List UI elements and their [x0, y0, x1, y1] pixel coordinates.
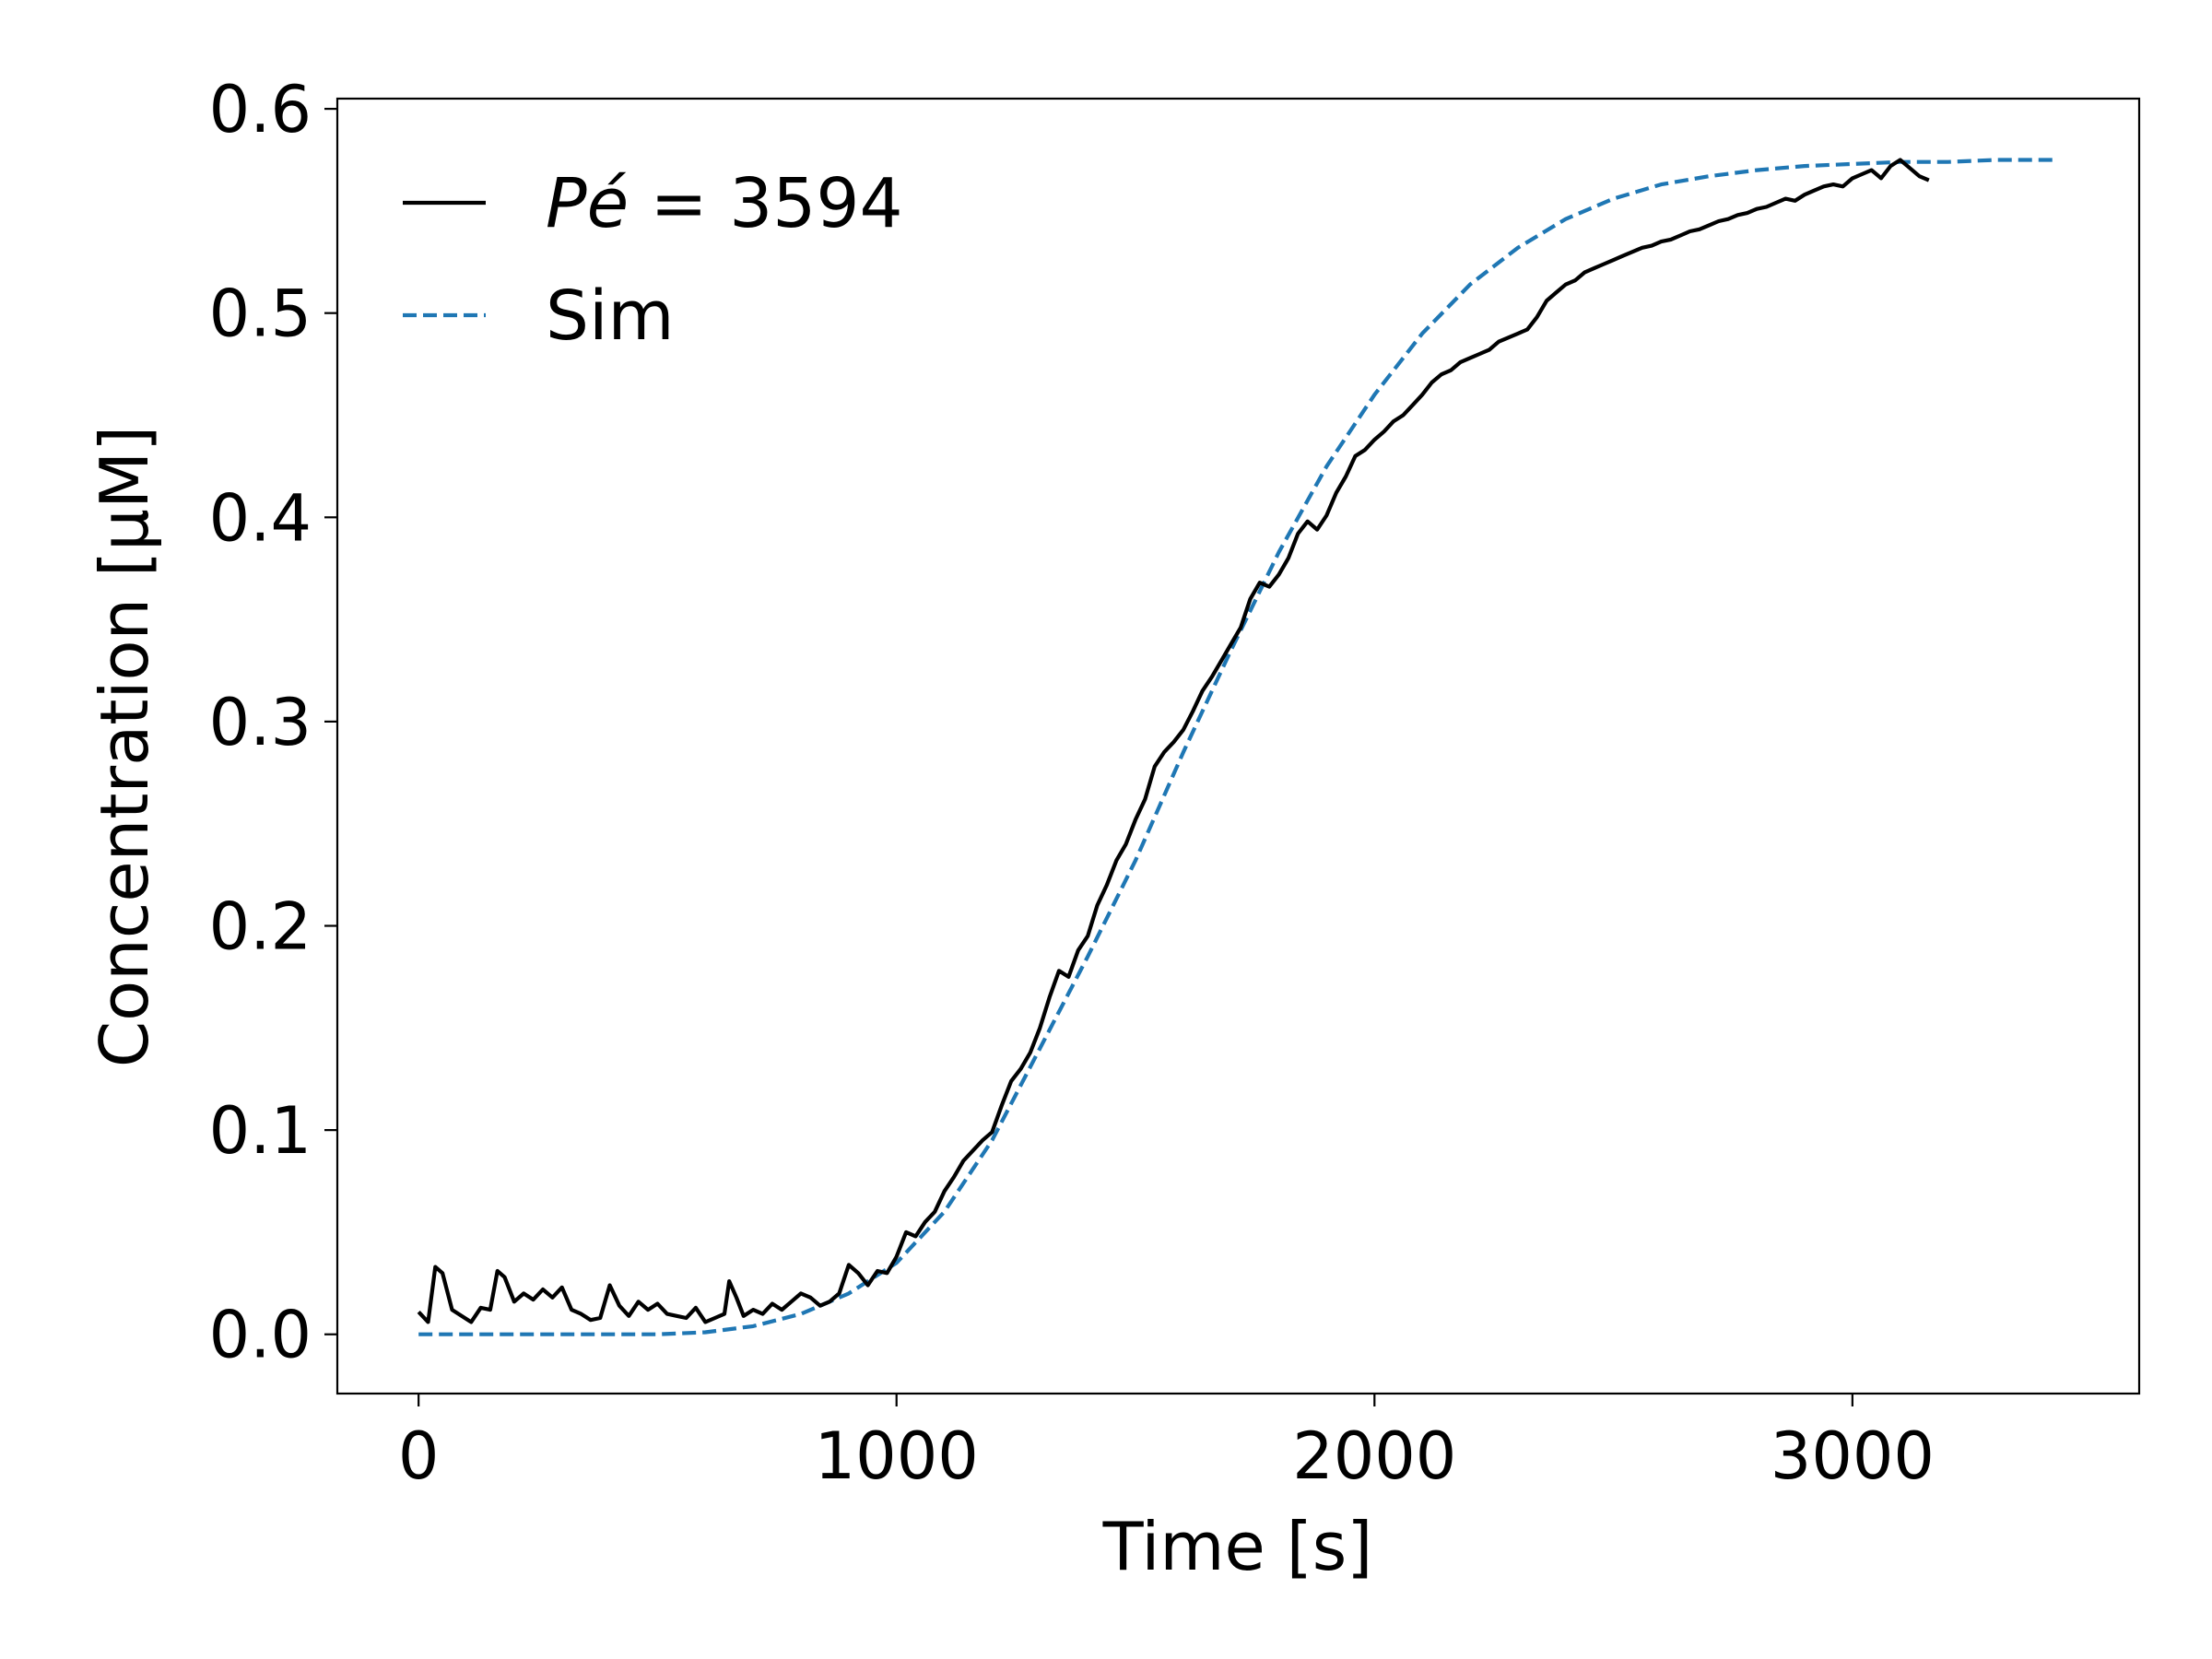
series-layer — [417, 158, 2053, 1336]
y-tick-label: 0.0 — [209, 1298, 312, 1373]
y-tick-label: 0.1 — [209, 1093, 312, 1169]
legend-label-pe-symbol: Pé — [546, 164, 629, 243]
x-axis-label: Time [s] — [1102, 1508, 1373, 1585]
legend-label-pe: Pé = 3594 — [546, 164, 903, 243]
y-tick-label: 0.5 — [209, 276, 312, 352]
y-axis-label: Concentration [μM] — [86, 426, 163, 1067]
series-line-pe-3594 — [417, 158, 1930, 1324]
legend-label-pe-value: = 3594 — [629, 164, 902, 243]
y-axis-ticks: 0.0 0.1 0.2 0.3 0.4 0.5 0.6 — [209, 72, 337, 1373]
series-line-sim — [418, 158, 2053, 1336]
y-tick-label: 0.2 — [209, 889, 312, 965]
y-tick-label: 0.4 — [209, 480, 312, 556]
legend: Pé = 3594 Sim — [403, 164, 903, 356]
x-tick-label: 1000 — [815, 1418, 979, 1494]
x-tick-label: 0 — [398, 1418, 440, 1494]
x-tick-label: 2000 — [1292, 1418, 1456, 1494]
legend-label-sim: Sim — [546, 276, 675, 356]
x-axis-ticks: 0 1000 2000 3000 — [398, 1394, 1935, 1494]
y-tick-label: 0.3 — [209, 685, 312, 760]
x-tick-label: 3000 — [1771, 1418, 1935, 1494]
y-tick-label: 0.6 — [209, 72, 312, 147]
plot-frame — [335, 97, 2141, 1395]
